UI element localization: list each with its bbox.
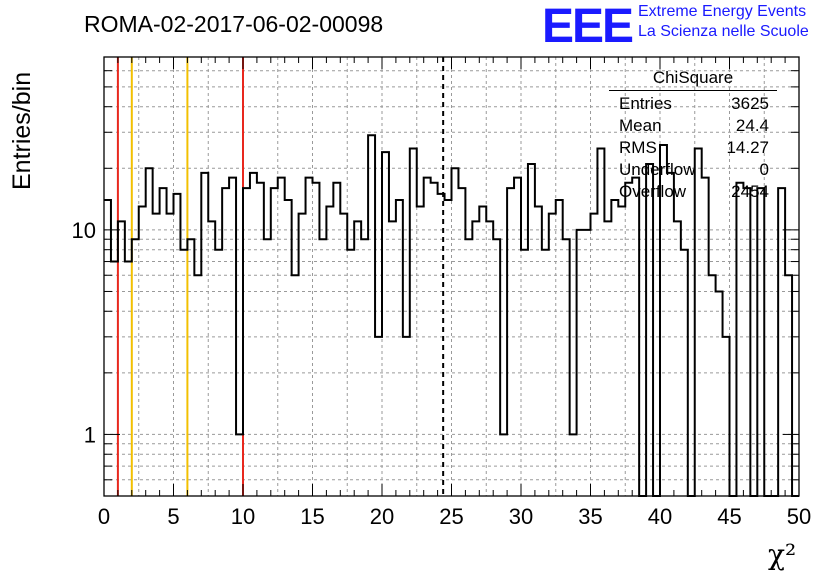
brand-line-1: Extreme Energy Events bbox=[638, 3, 807, 20]
stats-label: Overflow bbox=[619, 182, 687, 201]
stats-row-entries: Entries 3625 bbox=[609, 93, 777, 115]
stats-value: 14.27 bbox=[726, 138, 769, 157]
brand-line-2: La Scienza nelle Scuole bbox=[638, 23, 809, 40]
x-tick-label: 45 bbox=[717, 504, 741, 529]
stats-label: Entries bbox=[619, 94, 672, 113]
svg-text:EEE: EEE bbox=[542, 2, 633, 46]
chart-title: ROMA-02-2017-06-02-00098 bbox=[84, 11, 384, 37]
x-tick-label: 35 bbox=[578, 504, 602, 529]
stats-box: ChiSquare Entries 3625 Mean 24.4 RMS 14.… bbox=[609, 66, 777, 203]
stats-row-mean: Mean 24.4 bbox=[609, 115, 777, 137]
x-tick-label: 15 bbox=[300, 504, 324, 529]
x-tick-label: 50 bbox=[787, 504, 811, 529]
stats-label: RMS bbox=[619, 138, 657, 157]
stats-value: 0 bbox=[759, 160, 769, 179]
stats-header: ChiSquare bbox=[609, 66, 777, 91]
stats-label: Mean bbox=[619, 116, 662, 135]
x-tick-label: 5 bbox=[167, 504, 179, 529]
x-tick-label: 40 bbox=[648, 504, 672, 529]
eee-logo: EEE bbox=[542, 2, 635, 46]
x-tick-label: 0 bbox=[98, 504, 110, 529]
x-tick-label: 20 bbox=[370, 504, 394, 529]
x-tick-label: 30 bbox=[509, 504, 533, 529]
stats-value: 24.4 bbox=[735, 116, 769, 135]
y-axis-label: Entries/bin bbox=[8, 71, 36, 190]
stats-label: Underflow bbox=[619, 160, 696, 179]
stats-row-overflow: Overflow 2454 bbox=[609, 181, 777, 203]
x-tick-label: 10 bbox=[231, 504, 255, 529]
x-tick-label: 25 bbox=[439, 504, 463, 529]
histogram-series bbox=[104, 134, 799, 497]
y-tick-label: 1 bbox=[84, 422, 96, 447]
stats-value: 2454 bbox=[731, 182, 769, 201]
y-tick-label: 10 bbox=[72, 218, 96, 243]
stats-value: 3625 bbox=[731, 94, 769, 113]
stats-row-underflow: Underflow 0 bbox=[609, 159, 777, 181]
stats-row-rms: RMS 14.27 bbox=[609, 137, 777, 159]
x-axis-label: χ² bbox=[768, 538, 797, 571]
